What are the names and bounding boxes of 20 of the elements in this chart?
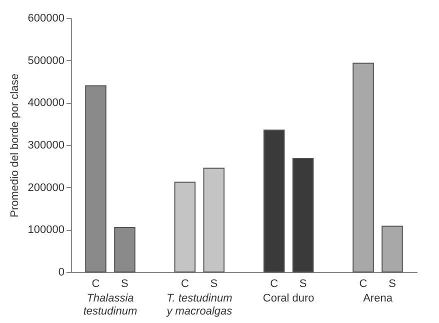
y-tick-label: 300000 — [28, 140, 64, 152]
text: S — [299, 278, 307, 290]
y-tick-label: 500000 — [28, 54, 64, 67]
y-tick-label: 0 — [58, 266, 64, 278]
text: C — [180, 278, 189, 290]
x-tick-label: Thalassia testudinum — [83, 292, 138, 318]
text: C — [270, 278, 278, 290]
y-tick-label: 400000 — [28, 97, 64, 110]
text: C — [359, 278, 368, 290]
series-label: S — [121, 278, 128, 290]
text: S — [388, 278, 396, 290]
text: S — [210, 278, 218, 290]
y-tick-label: 600000 — [28, 12, 64, 24]
x-tick-label: T. testudinum y macroalgas — [166, 292, 233, 318]
x-tick-label: Coral duro — [262, 292, 314, 304]
series-label: C — [92, 278, 100, 290]
y-axis-title: Promedio del borde por clase — [8, 74, 21, 218]
y-tick-label: 200000 — [28, 182, 64, 194]
y-tick-label: 100000 — [28, 224, 64, 236]
x-tick-label: Arena — [363, 292, 394, 304]
